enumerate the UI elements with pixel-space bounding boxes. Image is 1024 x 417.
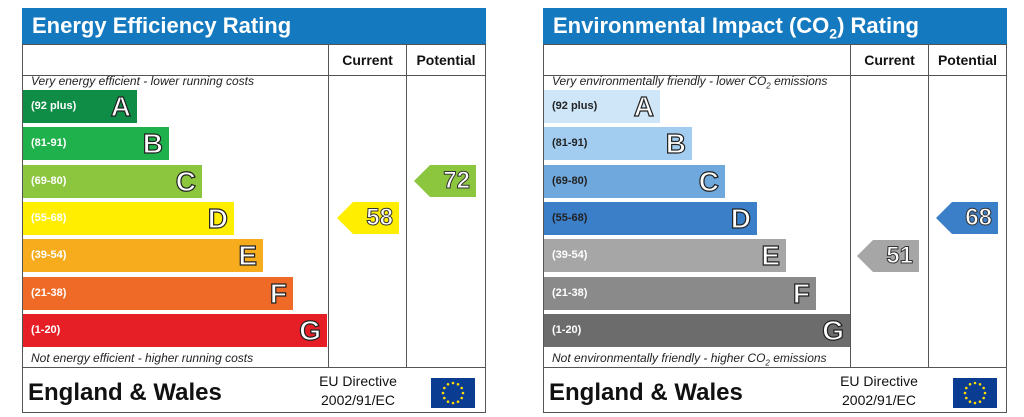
directive-line-2: 2002/91/EC	[321, 392, 395, 408]
bottom-caption: Not environmentally friendly - higher CO…	[552, 351, 827, 367]
band-letter-label: B	[142, 128, 163, 160]
top-caption: Very environmentally friendly - lower CO…	[552, 74, 827, 90]
band-letter-label: G	[822, 314, 845, 346]
potential-rating-arrow-value: 72	[443, 167, 471, 195]
header-divider	[543, 75, 1007, 76]
footer-directive: EU Directive 2002/91/EC	[829, 372, 929, 410]
panel-title: Energy Efficiency Rating	[22, 8, 486, 44]
band-a: (92 plus) A	[544, 90, 660, 123]
band-range-label: (1-20)	[552, 323, 582, 336]
current-rating-arrow: 58	[337, 202, 399, 235]
current-rating-arrow-value: 58	[366, 204, 394, 232]
band-range-label: (1-20)	[31, 323, 61, 336]
band-range-label: (21-38)	[31, 286, 67, 299]
directive-line-1: EU Directive	[840, 373, 918, 389]
band-e: (39-54) E	[544, 239, 786, 273]
header-divider	[22, 75, 486, 76]
footer-divider	[543, 367, 1007, 368]
current-rating-arrow: 51	[857, 239, 919, 272]
column-divider	[928, 44, 929, 367]
column-divider	[850, 44, 851, 367]
column-divider	[328, 44, 329, 367]
band-range-label: (39-54)	[31, 249, 67, 262]
caption-subscript: 2	[765, 358, 770, 368]
band-letter-label: A	[633, 90, 654, 122]
band-g: (1-20) G	[544, 313, 850, 347]
band-c: (69-80) C	[23, 164, 202, 198]
band-f: (21-38) F	[23, 276, 293, 310]
caption-text: Not environmentally friendly - higher CO	[552, 351, 766, 365]
band-range-label: (92 plus)	[552, 100, 598, 112]
directive-line-1: EU Directive	[319, 373, 397, 389]
band-letter-label: F	[792, 277, 810, 309]
title-text-end: ) Rating	[837, 13, 919, 38]
potential-rating-arrow: 68	[936, 202, 998, 235]
potential-rating-arrow-shape	[414, 165, 476, 198]
band-range-label: (69-80)	[31, 174, 67, 187]
potential-rating-arrow-shape	[936, 202, 998, 235]
column-divider	[406, 44, 407, 367]
potential-rating-arrow-value: 68	[965, 204, 993, 232]
caption-text-end: emissions	[770, 74, 828, 88]
caption-text-end: emissions	[769, 351, 827, 365]
title-text: Environmental Impact (CO	[553, 13, 830, 38]
current-column-header: Current	[342, 52, 393, 68]
band-range-label: (39-54)	[552, 249, 588, 262]
band-b: (81-91) B	[544, 127, 692, 161]
top-caption: Very energy efficient - lower running co…	[31, 74, 254, 88]
title-subscript: 2	[829, 25, 838, 42]
eu-flag-icon	[953, 378, 997, 408]
footer-directive: EU Directive 2002/91/EC	[308, 372, 408, 410]
band-d: (55-68) D	[544, 201, 757, 235]
band-b: (81-91) B	[23, 127, 169, 161]
band-f: (21-38) F	[544, 276, 816, 310]
band-range-label: (81-91)	[552, 137, 588, 150]
band-letter-label: C	[175, 165, 196, 197]
band-letter-label: G	[299, 314, 322, 346]
band-letter-label: E	[238, 240, 258, 272]
band-range-label: (55-68)	[552, 211, 588, 224]
energy-efficiency-panel: Energy Efficiency Rating Current Potenti…	[22, 8, 486, 413]
band-range-label: (69-80)	[552, 174, 588, 187]
band-range-label: (81-91)	[31, 137, 67, 150]
band-g: (1-20) G	[23, 313, 327, 347]
panel-title: Environmental Impact (CO2) Rating	[543, 8, 1007, 44]
band-letter-label: D	[730, 202, 751, 234]
footer-divider	[22, 367, 486, 368]
eu-flag-icon	[431, 378, 475, 408]
band-e: (39-54) E	[23, 239, 263, 273]
current-rating-arrow-shape	[337, 202, 399, 235]
rating-frame	[543, 44, 1007, 413]
band-letter-label: F	[269, 277, 287, 309]
caption-subscript: 2	[766, 81, 771, 91]
directive-line-2: 2002/91/EC	[842, 392, 916, 408]
footer-country: England & Wales	[28, 379, 222, 406]
band-letter-label: D	[207, 202, 228, 234]
current-rating-arrow-value: 51	[886, 241, 914, 269]
environmental-impact-panel: Environmental Impact (CO2) Rating Curren…	[543, 8, 1007, 413]
band-range-label: (55-68)	[31, 211, 67, 224]
band-letter-label: B	[665, 128, 686, 160]
rating-frame	[22, 44, 486, 413]
band-range-label: (92 plus)	[31, 100, 77, 112]
band-letter-label: A	[110, 90, 131, 122]
potential-rating-arrow: 72	[414, 165, 476, 198]
footer-country: England & Wales	[549, 379, 743, 406]
band-letter-label: E	[761, 240, 781, 272]
potential-column-header: Potential	[937, 52, 998, 68]
current-rating-arrow-shape	[857, 239, 919, 272]
potential-column-header: Potential	[416, 52, 476, 68]
bottom-caption: Not energy efficient - higher running co…	[31, 351, 254, 365]
band-letter-label: C	[698, 165, 719, 197]
band-range-label: (21-38)	[552, 286, 588, 299]
current-column-header: Current	[864, 52, 915, 68]
band-d: (55-68) D	[23, 201, 234, 235]
band-a: (92 plus) A	[23, 90, 137, 123]
band-c: (69-80) C	[544, 164, 725, 198]
caption-text: Very environmentally friendly - lower CO	[552, 74, 767, 88]
